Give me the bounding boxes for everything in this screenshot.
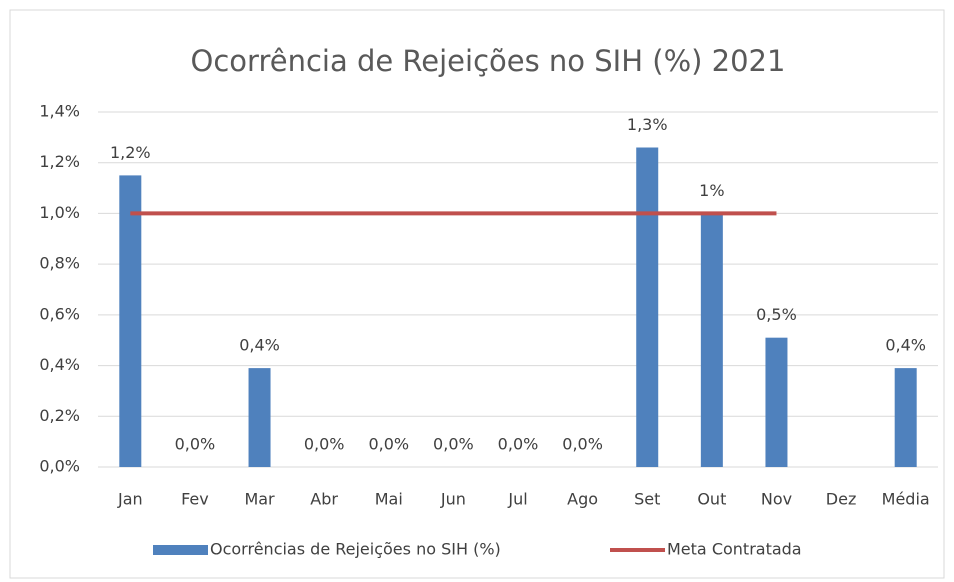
y-tick-label: 1,2% — [39, 152, 80, 171]
data-label: 0,0% — [368, 435, 409, 454]
y-tick-label: 1,4% — [39, 102, 80, 121]
x-tick-label: Abr — [310, 490, 338, 509]
data-label: 0,4% — [885, 336, 926, 355]
data-label: 0,5% — [756, 305, 797, 324]
chart-title: Ocorrência de Rejeições no SIH (%) 2021 — [191, 44, 786, 78]
data-label: 1,2% — [110, 143, 151, 162]
data-label: 1,3% — [627, 115, 668, 134]
bar — [248, 368, 271, 467]
x-tick-label: Out — [697, 490, 726, 509]
data-label: 0,0% — [433, 435, 474, 454]
data-label: 1% — [699, 181, 724, 200]
y-tick-label: 0,0% — [39, 457, 80, 476]
legend-swatch — [153, 545, 208, 555]
y-tick-label: 0,8% — [39, 254, 80, 273]
x-tick-label: Média — [882, 490, 930, 509]
data-label: 0,4% — [239, 336, 280, 355]
legend-label: Meta Contratada — [667, 540, 802, 559]
data-label: 0,0% — [498, 435, 539, 454]
x-tick-label: Ago — [567, 490, 598, 509]
y-tick-label: 0,6% — [39, 304, 80, 323]
x-tick-label: Nov — [761, 490, 792, 509]
y-tick-label: 0,2% — [39, 406, 80, 425]
legend-label: Ocorrências de Rejeições no SIH (%) — [210, 540, 501, 559]
chart-border — [9, 9, 945, 579]
data-label: 0,0% — [304, 435, 345, 454]
x-tick-label: Fev — [181, 490, 209, 509]
x-tick-label: Mar — [244, 490, 275, 509]
x-tick-label: Jan — [117, 490, 143, 509]
x-tick-label: Dez — [826, 490, 857, 509]
x-tick-label: Set — [634, 490, 660, 509]
bar — [894, 368, 917, 467]
bar — [636, 147, 659, 467]
data-label: 0,0% — [175, 435, 216, 454]
data-label: 0,0% — [562, 435, 603, 454]
bar — [700, 213, 723, 467]
bar — [119, 175, 142, 467]
x-tick-label: Jun — [440, 490, 466, 509]
bar — [765, 337, 788, 467]
x-tick-label: Jul — [507, 490, 527, 509]
x-tick-label: Mai — [375, 490, 403, 509]
y-tick-label: 1,0% — [39, 203, 80, 222]
y-tick-label: 0,4% — [39, 355, 80, 374]
